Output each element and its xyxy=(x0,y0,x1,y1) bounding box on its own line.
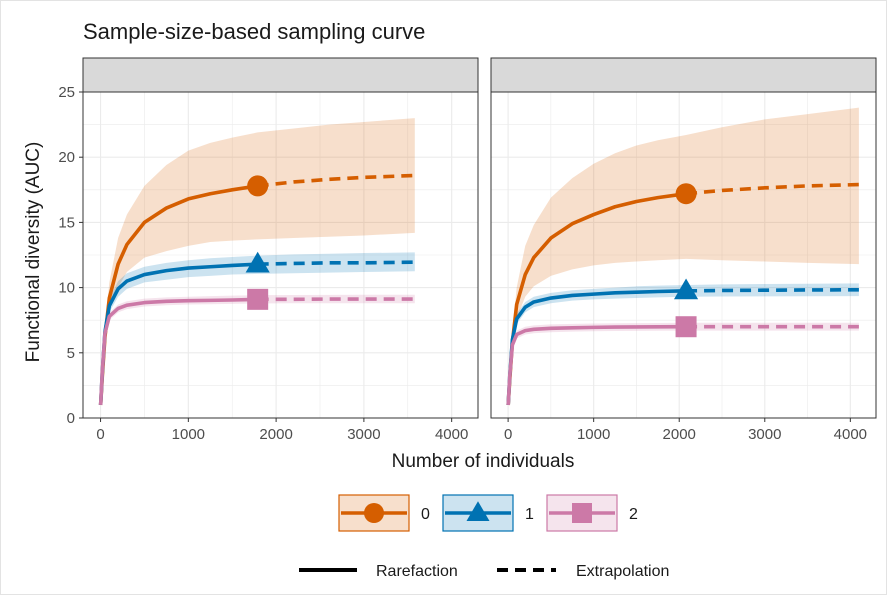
y-tick-label: 25 xyxy=(58,84,75,101)
reference-point-0 xyxy=(247,175,268,196)
legend-key-marker xyxy=(572,503,592,523)
legend-key-marker xyxy=(364,503,384,523)
panel-strip xyxy=(491,58,876,92)
x-tick-label: 3000 xyxy=(748,426,781,443)
legend-item-2: 2 xyxy=(547,495,638,531)
panel-strip xyxy=(83,58,478,92)
legend-item-0: 0 xyxy=(339,495,430,531)
panel-edge: 0 1000 2000 3000 4000 0 5 10 15 20 25 xyxy=(58,58,478,443)
x-tick-label: 4000 xyxy=(834,426,867,443)
x-tick-label: 0 xyxy=(504,426,512,443)
legend-item-rarefaction: Rarefaction xyxy=(299,563,458,580)
panels-layer: 0 1000 2000 3000 4000 0 5 10 15 20 25 0 1000 2000 3000… xyxy=(58,58,876,443)
y-tick-label: 10 xyxy=(58,280,75,297)
y-tick-label: 20 xyxy=(58,149,75,166)
y-tick-label: 0 xyxy=(67,410,75,427)
legend-label: Extrapolation xyxy=(576,563,669,580)
legend-item-extrapolation: Extrapolation xyxy=(497,563,669,580)
y-axis-label: Functional diversity (AUC) xyxy=(23,142,44,363)
legend-label: 0 xyxy=(421,506,430,523)
legend: 0 1 2 Rarefaction Extrapolation xyxy=(299,495,669,580)
reference-point-2 xyxy=(676,316,697,337)
panel-interior: 0 1000 2000 3000 4000 xyxy=(491,58,876,443)
chart-title: Sample-size-based sampling curve xyxy=(83,19,425,44)
y-tick-label: 15 xyxy=(58,214,75,231)
y-tick-label: 5 xyxy=(67,345,75,362)
legend-label: 2 xyxy=(629,506,638,523)
extrapolation-line-1 xyxy=(258,262,415,264)
x-tick-label: 0 xyxy=(96,426,104,443)
legend-label: 1 xyxy=(525,506,534,523)
x-tick-label: 1000 xyxy=(172,426,205,443)
x-tick-label: 2000 xyxy=(259,426,292,443)
x-tick-label: 3000 xyxy=(347,426,380,443)
legend-item-1: 1 xyxy=(443,495,534,531)
x-tick-label: 1000 xyxy=(577,426,610,443)
x-tick-label: 2000 xyxy=(663,426,696,443)
x-tick-label: 4000 xyxy=(435,426,468,443)
legend-label: Rarefaction xyxy=(376,563,458,580)
reference-point-2 xyxy=(247,289,268,310)
reference-point-0 xyxy=(676,183,697,204)
x-axis-label: Number of individuals xyxy=(392,451,575,472)
